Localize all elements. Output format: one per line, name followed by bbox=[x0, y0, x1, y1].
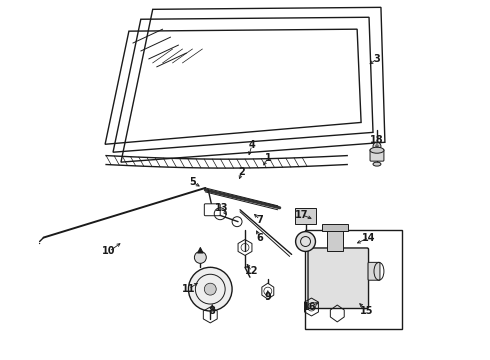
Text: 4: 4 bbox=[248, 140, 255, 150]
Text: 1: 1 bbox=[265, 153, 271, 163]
Circle shape bbox=[373, 142, 381, 150]
Text: 2: 2 bbox=[239, 167, 245, 177]
Text: 3: 3 bbox=[373, 54, 380, 64]
Ellipse shape bbox=[373, 162, 381, 166]
FancyBboxPatch shape bbox=[368, 262, 380, 280]
Text: 7: 7 bbox=[256, 215, 263, 225]
Text: 9: 9 bbox=[265, 292, 271, 302]
Circle shape bbox=[189, 267, 232, 311]
Bar bbox=[327, 228, 343, 251]
Text: 14: 14 bbox=[362, 233, 376, 243]
Bar bbox=[305, 230, 402, 329]
Text: 17: 17 bbox=[295, 210, 308, 220]
Text: 5: 5 bbox=[189, 177, 196, 187]
Circle shape bbox=[204, 283, 216, 295]
Circle shape bbox=[195, 251, 206, 264]
FancyBboxPatch shape bbox=[308, 248, 368, 309]
Text: 18: 18 bbox=[370, 135, 384, 145]
Circle shape bbox=[295, 231, 316, 251]
Text: 11: 11 bbox=[182, 284, 195, 294]
Text: 16: 16 bbox=[303, 302, 316, 312]
FancyArrowPatch shape bbox=[197, 247, 203, 253]
Bar bbox=[322, 224, 348, 231]
Ellipse shape bbox=[370, 147, 384, 153]
Text: 8: 8 bbox=[209, 306, 216, 316]
FancyBboxPatch shape bbox=[370, 149, 384, 161]
Bar bbox=[294, 208, 317, 224]
Text: 15: 15 bbox=[360, 306, 374, 316]
Text: 12: 12 bbox=[245, 266, 259, 276]
Text: 10: 10 bbox=[102, 247, 116, 256]
Text: 6: 6 bbox=[256, 233, 263, 243]
Text: 13: 13 bbox=[216, 203, 229, 213]
FancyBboxPatch shape bbox=[204, 204, 220, 216]
